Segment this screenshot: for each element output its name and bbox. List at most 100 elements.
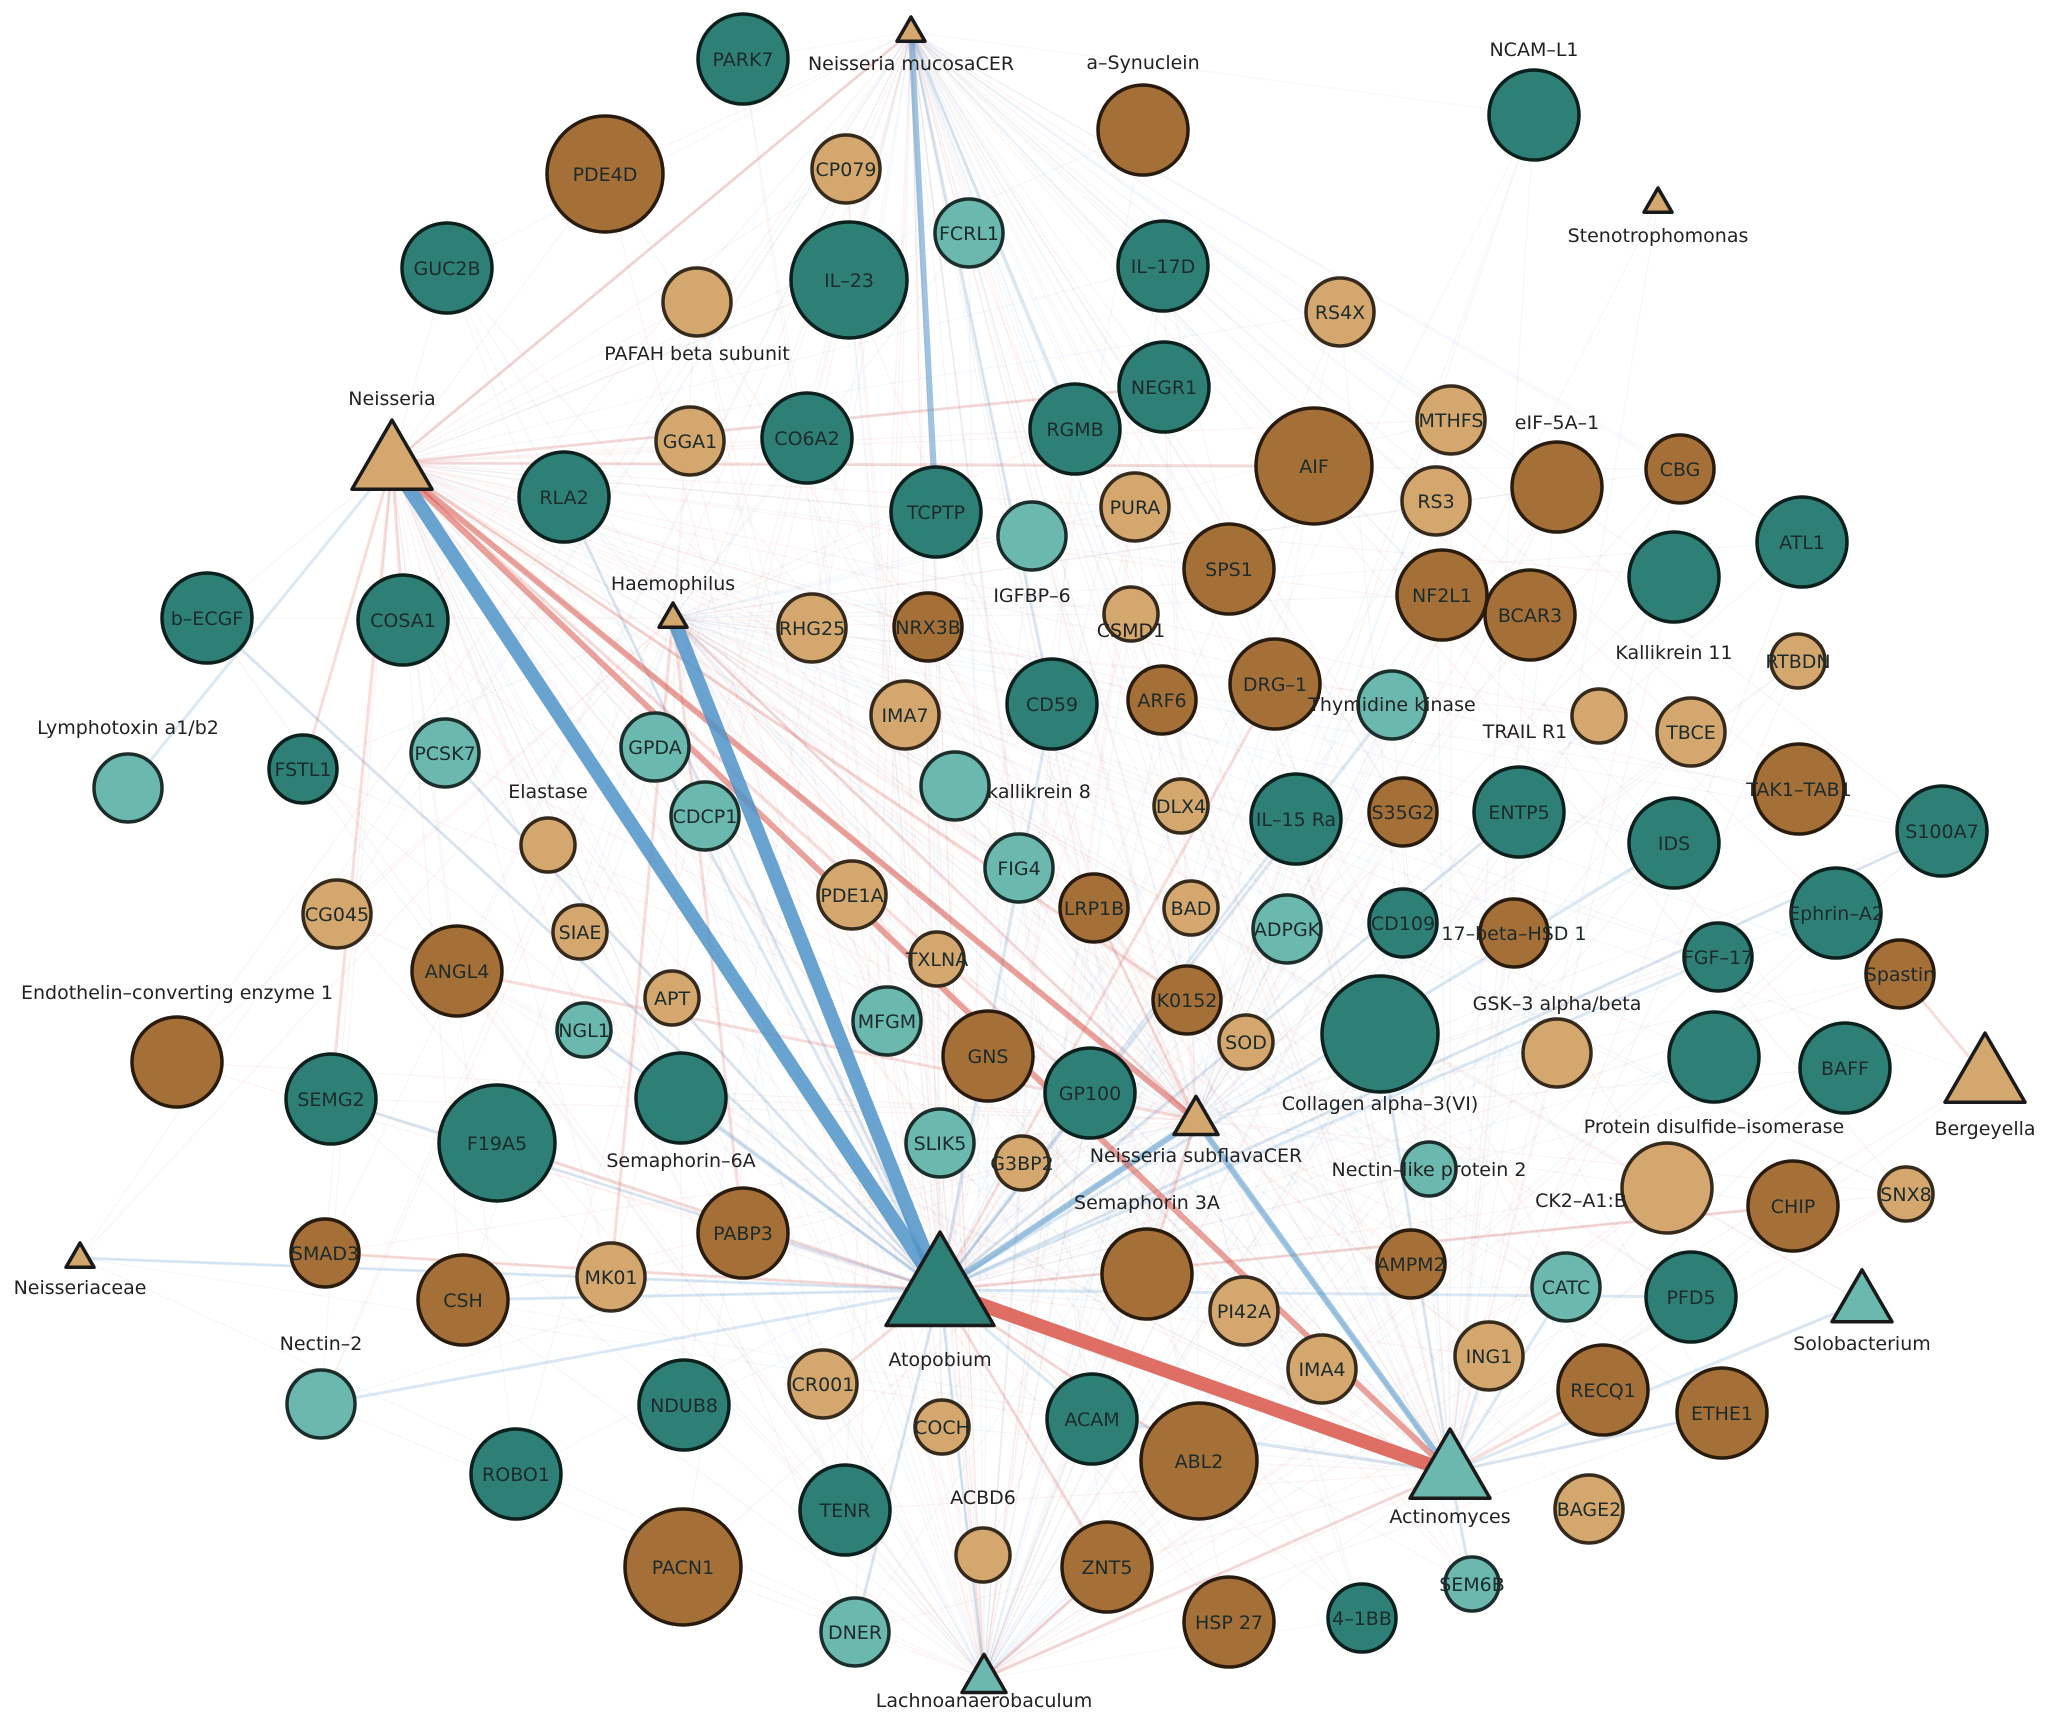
node-nrx3b[interactable]: NRX3B bbox=[892, 591, 964, 663]
node-sem6b[interactable]: SEM6B bbox=[1439, 1555, 1505, 1613]
node-pabp3[interactable]: PABP3 bbox=[696, 1186, 790, 1280]
node-atopobium[interactable]: Atopobium bbox=[884, 1230, 996, 1371]
node-atl1[interactable]: ATL1 bbox=[1755, 495, 1849, 589]
node-txlna[interactable]: TXLNA bbox=[905, 930, 968, 988]
node-tbce[interactable]: TBCE bbox=[1655, 696, 1727, 768]
node-neisseria[interactable]: Neisseria bbox=[348, 388, 436, 492]
node-smad3[interactable]: SMAD3 bbox=[289, 1217, 361, 1289]
node-trail-r1[interactable]: TRAIL R1 bbox=[1482, 687, 1628, 745]
node-cp079[interactable]: CP079 bbox=[810, 133, 882, 205]
node-eif-5a-1[interactable]: eIF–5A–1 bbox=[1510, 412, 1604, 534]
node-tcptp[interactable]: TCPTP bbox=[889, 465, 983, 559]
node-nectin-2[interactable]: Nectin–2 bbox=[280, 1333, 363, 1440]
node-cbg[interactable]: CBG bbox=[1644, 433, 1716, 505]
node-ethe1[interactable]: ETHE1 bbox=[1675, 1366, 1769, 1460]
node-cd59[interactable]: CD59 bbox=[1005, 657, 1099, 751]
node-fcrl1[interactable]: FCRL1 bbox=[933, 197, 1005, 269]
node-ndub8[interactable]: NDUB8 bbox=[637, 1358, 731, 1452]
node-snx8[interactable]: SNX8 bbox=[1877, 1165, 1935, 1223]
node-guc2b[interactable]: GUC2B bbox=[400, 221, 494, 315]
node-robo1[interactable]: ROBO1 bbox=[469, 1427, 563, 1521]
node-f19a5[interactable]: F19A5 bbox=[437, 1083, 557, 1203]
node-mthfs[interactable]: MTHFS bbox=[1415, 384, 1487, 456]
node-hsp-27[interactable]: HSP 27 bbox=[1182, 1575, 1276, 1669]
node-arf6[interactable]: ARF6 bbox=[1126, 664, 1198, 736]
node-17-beta-hsd-1[interactable]: 17–beta–HSD 1 bbox=[1441, 897, 1587, 969]
node-rs4x[interactable]: RS4X bbox=[1304, 276, 1376, 348]
node-s100a7[interactable]: S100A7 bbox=[1895, 784, 1989, 878]
node-adpgk[interactable]: ADPGK bbox=[1251, 893, 1323, 965]
node-stenotrophomonas[interactable]: Stenotrophomonas bbox=[1568, 186, 1749, 247]
node-pacn1[interactable]: PACN1 bbox=[623, 1507, 743, 1627]
node-pafah-beta-subunit[interactable]: PAFAH beta subunit bbox=[604, 266, 790, 365]
node-b-ecgf[interactable]: b–ECGF bbox=[160, 571, 254, 665]
node-chip[interactable]: CHIP bbox=[1746, 1159, 1840, 1253]
node-cdcp1[interactable]: CDCP1 bbox=[669, 780, 741, 852]
node-drg-1[interactable]: DRG–1 bbox=[1228, 637, 1322, 731]
node-sps1[interactable]: SPS1 bbox=[1182, 522, 1276, 616]
node-a-synuclein[interactable]: a–Synuclein bbox=[1086, 52, 1200, 177]
node-g3bp2[interactable]: G3BP2 bbox=[990, 1134, 1054, 1192]
node-sod[interactable]: SOD bbox=[1217, 1013, 1275, 1071]
node-fstl1[interactable]: FSTL1 bbox=[267, 733, 339, 805]
node-aif[interactable]: AIF bbox=[1254, 406, 1374, 526]
node-mfgm[interactable]: MFGM bbox=[851, 985, 923, 1057]
node-s35g2[interactable]: S35G2 bbox=[1367, 776, 1439, 848]
node-thymidine-kinase[interactable]: Thymidine kinase bbox=[1307, 669, 1476, 741]
node-slik5[interactable]: SLIK5 bbox=[904, 1107, 976, 1179]
node-co6a2[interactable]: CO6A2 bbox=[760, 391, 854, 485]
node-kallikrein-11[interactable]: Kallikrein 11 bbox=[1615, 530, 1733, 664]
node-pi42a[interactable]: PI42A bbox=[1208, 1275, 1280, 1347]
node-znt5[interactable]: ZNT5 bbox=[1060, 1520, 1154, 1614]
node-ima4[interactable]: IMA4 bbox=[1286, 1333, 1358, 1405]
node-rs3[interactable]: RS3 bbox=[1400, 465, 1472, 537]
node-tak1-tab1[interactable]: TAK1–TAB1 bbox=[1745, 742, 1852, 836]
node-tenr[interactable]: TENR bbox=[798, 1463, 892, 1557]
node-rgmb[interactable]: RGMB bbox=[1028, 382, 1122, 476]
node-solobacterium[interactable]: Solobacterium bbox=[1793, 1268, 1931, 1355]
node-semaphorin-6a[interactable]: Semaphorin–6A bbox=[606, 1051, 756, 1172]
node-rla2[interactable]: RLA2 bbox=[517, 450, 611, 544]
node-kallikrein-8[interactable]: kallikrein 8 bbox=[919, 750, 1091, 822]
node-catc[interactable]: CATC bbox=[1530, 1251, 1602, 1323]
node-ids[interactable]: IDS bbox=[1627, 796, 1721, 890]
node-pde1a[interactable]: PDE1A bbox=[816, 859, 888, 931]
node-cr001[interactable]: CR001 bbox=[787, 1348, 859, 1420]
node-apt[interactable]: APT bbox=[643, 969, 701, 1027]
node-pcsk7[interactable]: PCSK7 bbox=[409, 717, 481, 789]
node-pde4d[interactable]: PDE4D bbox=[545, 114, 665, 234]
node-pfd5[interactable]: PFD5 bbox=[1644, 1250, 1738, 1344]
node-neisseria-mucosacer[interactable]: Neisseria mucosaCER bbox=[808, 15, 1014, 75]
node-abl2[interactable]: ABL2 bbox=[1139, 1401, 1259, 1521]
node-cg045[interactable]: CG045 bbox=[301, 878, 373, 950]
node-nectin-like-protein-2[interactable]: Nectin–like protein 2 bbox=[1332, 1140, 1527, 1198]
node-bcar3[interactable]: BCAR3 bbox=[1483, 568, 1577, 662]
node-haemophilus[interactable]: Haemophilus bbox=[611, 573, 735, 629]
node-semaphorin-3a[interactable]: Semaphorin 3A bbox=[1074, 1192, 1220, 1321]
node-lachnoanaerobaculum[interactable]: Lachnoanaerobaculum bbox=[876, 1652, 1092, 1712]
node-bergeyella[interactable]: Bergeyella bbox=[1934, 1031, 2036, 1140]
node-dlx4[interactable]: DLX4 bbox=[1152, 777, 1210, 835]
node-fig4[interactable]: FIG4 bbox=[983, 832, 1055, 904]
node-spastin[interactable]: Spastin bbox=[1864, 938, 1936, 1010]
node-bad[interactable]: BAD bbox=[1162, 879, 1220, 937]
node-neisseria-subflavacer[interactable]: Neisseria subflavaCER bbox=[1090, 1094, 1302, 1167]
node-csmd1[interactable]: CSMD1 bbox=[1097, 585, 1165, 643]
node-lymphotoxin-a1-b2[interactable]: Lymphotoxin a1/b2 bbox=[37, 717, 219, 824]
node-fgf-17[interactable]: FGF–17 bbox=[1682, 921, 1754, 993]
node-gga1[interactable]: GGA1 bbox=[654, 405, 726, 477]
node-il-15-ra[interactable]: IL–15 Ra bbox=[1249, 772, 1343, 866]
node-ampm2[interactable]: AMPM2 bbox=[1375, 1228, 1447, 1300]
node-cosa1[interactable]: COSA1 bbox=[356, 573, 450, 667]
node-nf2l1[interactable]: NF2L1 bbox=[1395, 548, 1489, 642]
node-negr1[interactable]: NEGR1 bbox=[1117, 340, 1211, 434]
node-collagen-alpha-3-vi[interactable]: Collagen alpha–3(VI) bbox=[1282, 974, 1479, 1115]
node-semg2[interactable]: SEMG2 bbox=[284, 1052, 378, 1146]
node-il-17d[interactable]: IL–17D bbox=[1116, 219, 1210, 313]
node-park7[interactable]: PARK7 bbox=[696, 12, 790, 106]
node-dner[interactable]: DNER bbox=[819, 1596, 891, 1668]
node-ephrin-a2[interactable]: Ephrin–A2 bbox=[1788, 866, 1884, 960]
node-acbd6[interactable]: ACBD6 bbox=[950, 1487, 1016, 1584]
node-neisseriaceae[interactable]: Neisseriaceae bbox=[14, 1241, 147, 1299]
node-pura[interactable]: PURA bbox=[1099, 471, 1171, 543]
